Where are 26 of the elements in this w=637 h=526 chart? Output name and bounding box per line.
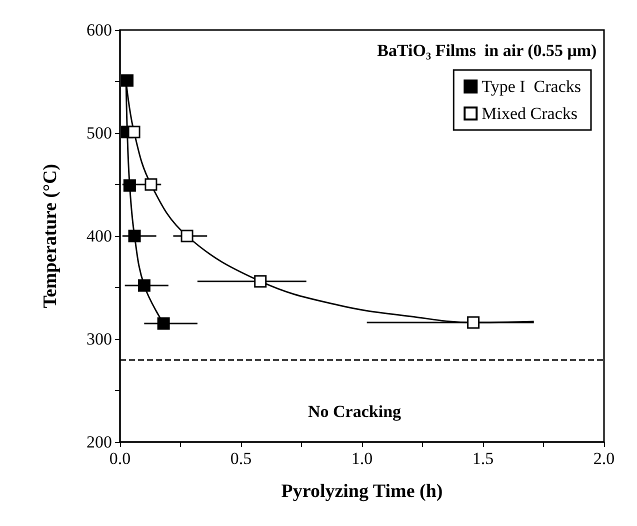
point bbox=[180, 230, 194, 242]
x-axis-title: Pyrolyzing Time (h) bbox=[281, 481, 443, 502]
point bbox=[138, 279, 150, 292]
y-tick-label: 500 bbox=[86, 124, 112, 142]
x-tick-label: 0.0 bbox=[109, 449, 131, 468]
point bbox=[121, 74, 134, 87]
point bbox=[157, 317, 170, 330]
y-axis-title: Temperature (°C) bbox=[40, 164, 61, 308]
y-tick-label: 600 bbox=[86, 20, 112, 40]
point bbox=[254, 275, 267, 288]
point bbox=[128, 230, 141, 242]
x-tick-label: 0.5 bbox=[230, 449, 252, 468]
y-tick-label: 200 bbox=[86, 432, 112, 452]
legend-label: Type I Cracks bbox=[482, 77, 582, 96]
annotation: BaTiO₃ Films in air (0.55 μm) bbox=[377, 41, 597, 60]
point bbox=[144, 178, 158, 191]
x-tick-label: 1.5 bbox=[472, 449, 494, 468]
y-tick-label: 400 bbox=[86, 226, 112, 246]
point bbox=[128, 126, 140, 138]
x-tick-label: 1.0 bbox=[351, 449, 373, 468]
y-tick-label: 300 bbox=[86, 330, 112, 348]
point bbox=[467, 316, 480, 329]
x-tick-label: 2.0 bbox=[593, 449, 615, 468]
annotation: No Cracking bbox=[308, 402, 402, 421]
legend-label: Mixed Cracks bbox=[482, 104, 578, 123]
point bbox=[123, 179, 136, 192]
